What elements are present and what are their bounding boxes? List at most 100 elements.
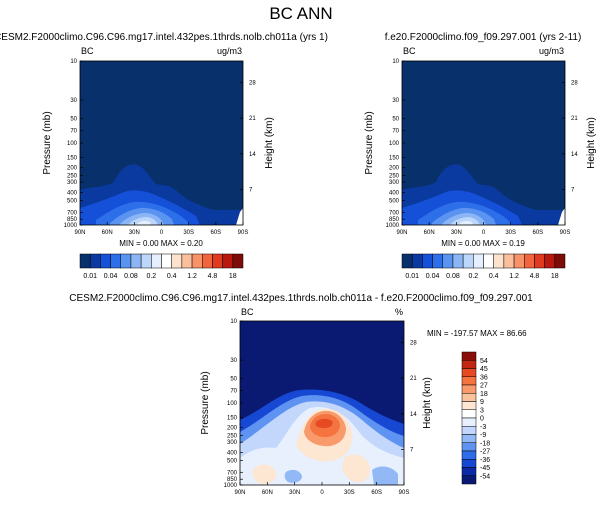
colorbar-label: 0.2 bbox=[468, 273, 478, 280]
colorbar-diff-label: 54 bbox=[480, 358, 488, 365]
panel-diff-fill-9 bbox=[342, 454, 370, 483]
y-tick-label: 10 bbox=[70, 59, 77, 65]
panel-diff-field bbox=[240, 321, 404, 485]
y-right-tick-label: 21 bbox=[249, 116, 256, 122]
y-tick-label: 400 bbox=[389, 190, 400, 196]
colorbar-box bbox=[411, 253, 423, 269]
panel-diff-fill-10 bbox=[252, 464, 277, 485]
colorbar-diff-label: 45 bbox=[480, 366, 488, 373]
panel-diff-stats: MIN = -197.57 MAX = 86.66 bbox=[427, 329, 527, 338]
y-tick-label: 250 bbox=[227, 434, 238, 440]
colorbar-diff-label: 0 bbox=[480, 416, 484, 423]
x-tick-label: 90S bbox=[238, 230, 249, 236]
colorbar-diff-label: 9 bbox=[480, 399, 484, 406]
colorbar-box bbox=[462, 253, 474, 269]
panel-1-axes: 90N 60N 30N 0 30S 60S 90S 10 30 50 70 100 150 200 2503… bbox=[64, 59, 257, 236]
panel-diff: CESM2.F2000climo.C96.C96.mg17.intel.432p… bbox=[69, 293, 533, 496]
y-tick-label: 30 bbox=[70, 98, 77, 104]
panel-2-ylabel: Pressure (mb) bbox=[364, 111, 375, 174]
y-tick-label: 500 bbox=[67, 198, 78, 204]
y-right-tick-label: 28 bbox=[410, 341, 417, 347]
colorbar-top-right: 0.01 0.04 0.08 0.2 0.4 1.2 4.8 18 bbox=[401, 253, 566, 280]
colorbar-box bbox=[110, 253, 121, 269]
y-tick-label: 700 bbox=[67, 210, 78, 216]
x-tick-label: 90N bbox=[74, 230, 85, 236]
colorbar-diff-box bbox=[461, 459, 477, 468]
y-tick-label: 850 bbox=[227, 477, 238, 483]
y-tick-label: 300 bbox=[227, 440, 238, 446]
y-tick-label: 70 bbox=[230, 388, 237, 394]
colorbar-diff-box bbox=[461, 475, 477, 485]
y-tick-label: 50 bbox=[70, 116, 77, 122]
panel-diff-corner-left: BC bbox=[241, 307, 254, 317]
panel-1-title: CESM2.F2000climo.C96.C96.mg17.intel.432p… bbox=[0, 32, 328, 43]
panel-diff-ylabel-right: Height (km) bbox=[422, 377, 433, 429]
y-tick-label: 850 bbox=[67, 217, 78, 223]
colorbar-diff-box bbox=[461, 393, 477, 402]
y-tick-label: 1000 bbox=[386, 223, 400, 229]
panel-diff-fill-11 bbox=[372, 466, 398, 485]
colorbar-label: 0.01 bbox=[83, 273, 97, 280]
x-tick-label: 60S bbox=[210, 230, 221, 236]
x-tick-label: 90N bbox=[234, 490, 245, 496]
colorbar-diff-box bbox=[461, 450, 477, 460]
x-tick-label: 60S bbox=[371, 490, 382, 496]
colorbar-label: 0.08 bbox=[446, 273, 460, 280]
colorbar-box bbox=[534, 253, 545, 269]
panel-2-fill-7 bbox=[458, 221, 473, 225]
colorbar-label: 18 bbox=[551, 273, 559, 280]
colorbar-label: 4.8 bbox=[530, 273, 540, 280]
y-right-tick-label: 21 bbox=[571, 116, 578, 122]
y-right-tick-label: 28 bbox=[571, 81, 578, 87]
colorbar-box bbox=[202, 253, 213, 269]
colorbar-box bbox=[473, 253, 484, 269]
panel-2-corner-left: BC bbox=[403, 46, 416, 56]
y-right-tick-label: 28 bbox=[249, 81, 256, 87]
panel-2-title: f.e20.F2000climo.f09_f09.297.001 (yrs 2-… bbox=[385, 32, 582, 43]
colorbar-diff-box bbox=[461, 351, 477, 361]
colorbar-diff-label: -27 bbox=[480, 449, 490, 456]
y-tick-label: 200 bbox=[227, 426, 238, 432]
colorbar-box bbox=[513, 253, 525, 269]
x-tick-label: 30N bbox=[451, 230, 462, 236]
colorbar-label: 0.4 bbox=[489, 273, 499, 280]
panel-2-fill-8 bbox=[558, 208, 565, 225]
y-tick-label: 200 bbox=[67, 166, 78, 172]
colorbar-diff-box bbox=[461, 409, 477, 419]
colorbar-box bbox=[161, 253, 172, 269]
y-right-tick-label: 14 bbox=[571, 152, 578, 158]
y-tick-label: 50 bbox=[392, 116, 399, 122]
colorbar-label: 0.04 bbox=[426, 273, 440, 280]
panel-2-stats: MIN = 0.00 MAX = 0.19 bbox=[441, 239, 525, 248]
colorbar-box bbox=[544, 253, 556, 269]
colorbar-box bbox=[483, 253, 494, 269]
y-tick-label: 850 bbox=[389, 217, 400, 223]
y-tick-label: 250 bbox=[389, 174, 400, 180]
y-tick-label: 30 bbox=[230, 358, 237, 364]
y-tick-label: 300 bbox=[389, 180, 400, 186]
y-tick-label: 700 bbox=[389, 210, 400, 216]
colorbar-box bbox=[191, 253, 203, 269]
colorbar-diff-box bbox=[461, 426, 477, 435]
colorbar-diff-label: -9 bbox=[480, 432, 486, 439]
y-tick-label: 400 bbox=[67, 190, 78, 196]
colorbar-label: 1.2 bbox=[187, 273, 197, 280]
colorbar-box bbox=[79, 253, 91, 269]
colorbar-box bbox=[140, 253, 152, 269]
colorbar-diff-label: 27 bbox=[480, 383, 488, 390]
figure-title: BC ANN bbox=[269, 4, 332, 23]
x-tick-label: 60N bbox=[424, 230, 435, 236]
colorbar-box bbox=[222, 253, 234, 269]
panel-diff-ylabel: Pressure (mb) bbox=[200, 371, 211, 434]
panel-diff-fill-8 bbox=[315, 418, 333, 428]
x-tick-label: 60N bbox=[262, 490, 273, 496]
x-tick-label: 90S bbox=[560, 230, 571, 236]
panel-1-fill-6 bbox=[128, 217, 158, 225]
colorbar-diff-label: -45 bbox=[480, 465, 490, 472]
y-tick-label: 250 bbox=[67, 174, 78, 180]
y-tick-label: 400 bbox=[227, 450, 238, 456]
x-tick-label: 90S bbox=[399, 490, 410, 496]
colorbar-label: 18 bbox=[229, 273, 237, 280]
colorbar-label: 4.8 bbox=[208, 273, 218, 280]
x-tick-label: 30S bbox=[505, 230, 516, 236]
